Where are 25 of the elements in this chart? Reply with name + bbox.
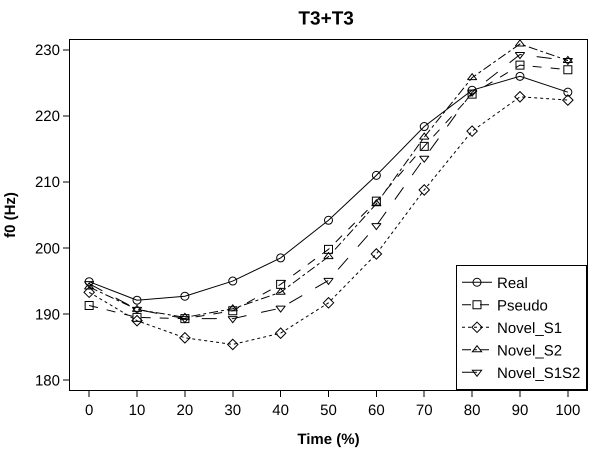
y-tick-label: 210: [34, 174, 60, 192]
x-axis-title: Time (%): [297, 431, 360, 448]
x-tick-label: 20: [176, 402, 194, 419]
x-tick-label: 70: [416, 402, 433, 419]
y-tick-label: 200: [34, 240, 60, 258]
y-tick-label: 230: [34, 42, 60, 60]
legend-label: Pseudo: [497, 298, 548, 315]
y-tick-label: 180: [34, 372, 60, 390]
chart-title: T3+T3: [298, 8, 354, 30]
legend-label: Novel_S1: [497, 320, 562, 338]
y-tick-label: 220: [34, 108, 60, 126]
x-tick-label: 40: [272, 402, 289, 419]
legend-label: Novel_S2: [497, 342, 562, 360]
x-tick-label: 90: [512, 402, 528, 419]
y-tick-label: 190: [34, 306, 60, 324]
x-tick-label: 50: [320, 402, 337, 419]
x-tick-label: 0: [84, 402, 94, 419]
x-tick-label: 100: [555, 402, 580, 419]
x-tick-label: 30: [224, 402, 242, 419]
x-tick-label: 10: [128, 402, 146, 419]
x-tick-label: 80: [464, 402, 480, 419]
legend-label: Novel_S1S2: [497, 365, 580, 382]
legend-label: Real: [497, 275, 528, 292]
y-axis-title: f0 (Hz): [2, 192, 20, 238]
x-tick-label: 60: [368, 402, 385, 419]
